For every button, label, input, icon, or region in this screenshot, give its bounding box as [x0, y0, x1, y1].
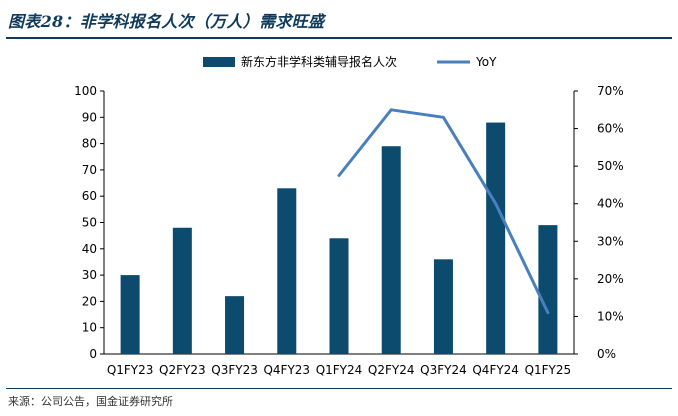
bar-series [120, 122, 558, 354]
yoy-line [337, 108, 550, 315]
right-tick-label: 20% [597, 272, 624, 286]
bar [538, 225, 558, 354]
source-note: 来源：公司公告，国金证券研究所 [8, 395, 173, 408]
legend-line-label: YoY [475, 55, 497, 69]
x-tick-label: Q4FY24 [472, 363, 519, 377]
bar [329, 238, 349, 354]
x-tick-label: Q3FY23 [211, 363, 258, 377]
right-tick-label: 0% [597, 347, 616, 361]
x-tick-label: Q2FY23 [159, 363, 206, 377]
legend-bar-label: 新东方非学科类辅导报名人次 [241, 54, 397, 69]
title-rule [6, 37, 672, 39]
bar [486, 122, 506, 354]
bar [225, 296, 245, 354]
left-tick-label: 90 [82, 110, 97, 124]
left-tick-label: 10 [82, 321, 97, 335]
left-tick-label: 70 [82, 163, 97, 177]
x-tick-label: Q3FY24 [420, 363, 467, 377]
footer-rule [6, 388, 672, 389]
x-tick-label: Q1FY24 [316, 363, 363, 377]
right-tick-label: 50% [597, 159, 624, 173]
left-tick-label: 80 [82, 137, 97, 151]
bar [120, 275, 140, 354]
x-tick-label: Q1FY25 [525, 363, 572, 377]
bar [172, 227, 192, 354]
right-tick-label: 40% [597, 197, 624, 211]
right-tick-label: 60% [597, 122, 624, 136]
left-tick-label: 60 [82, 189, 97, 203]
legend: 新东方非学科类辅导报名人次 YoY [203, 54, 497, 69]
legend-bar-swatch [203, 57, 235, 67]
left-tick-label: 40 [82, 242, 97, 256]
chart: 新东方非学科类辅导报名人次 YoY 0 10 20 30 40 50 60 70 80 90 100 0… [74, 54, 624, 377]
chart-title: 图表28：非学科报名人次（万人）需求旺盛 [8, 12, 325, 31]
yoy-series [337, 108, 550, 315]
right-tick-label: 30% [597, 234, 624, 248]
right-tick-label: 10% [597, 309, 624, 323]
x-axis-labels: Q1FY23 Q2FY23 Q3FY23 Q4FY23 Q1FY24 Q2FY24 Q3FY… [107, 363, 571, 377]
bar [277, 188, 297, 354]
left-tick-label: 30 [82, 268, 97, 282]
bar [433, 259, 453, 354]
left-tick-label: 0 [89, 347, 97, 361]
left-tick-label: 50 [82, 216, 97, 230]
bar [381, 146, 401, 354]
left-tick-label: 20 [82, 294, 97, 308]
right-tick-label: 70% [597, 84, 624, 98]
x-tick-label: Q1FY23 [107, 363, 154, 377]
left-tick-label: 100 [74, 84, 97, 98]
x-tick-label: Q4FY23 [263, 363, 310, 377]
x-tick-label: Q2FY24 [368, 363, 415, 377]
